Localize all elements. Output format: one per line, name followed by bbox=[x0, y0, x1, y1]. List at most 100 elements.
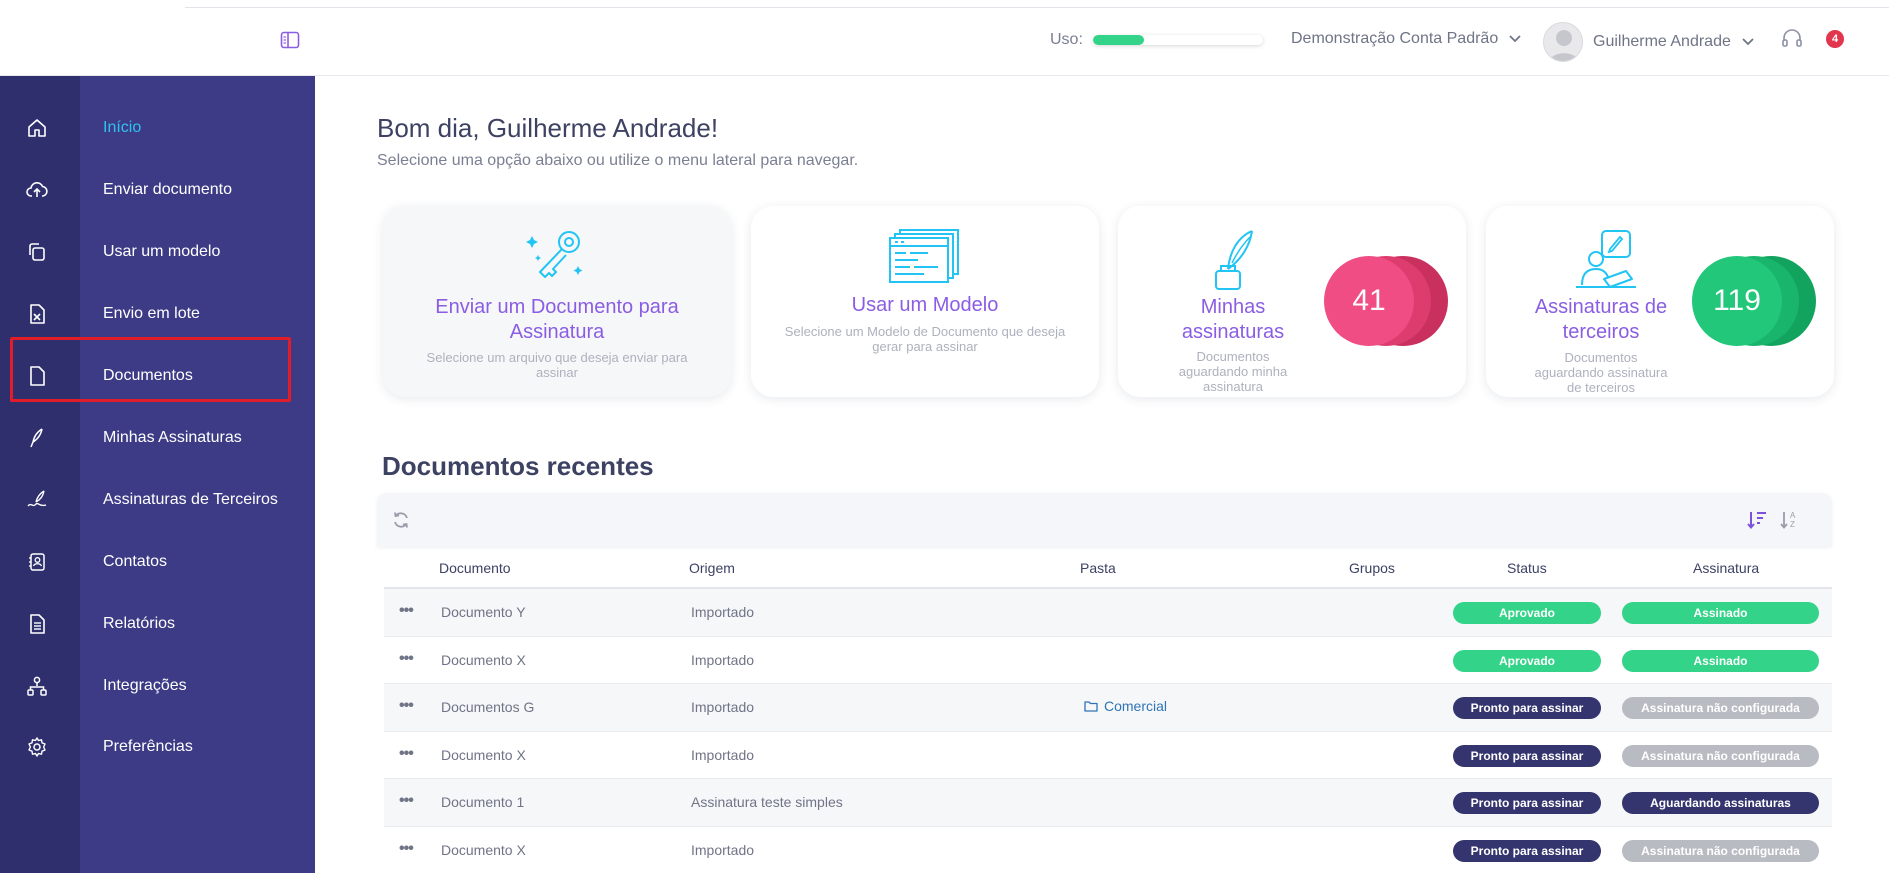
cloud-upload-icon bbox=[26, 182, 48, 197]
refresh-icon[interactable] bbox=[392, 511, 410, 529]
row-actions-icon[interactable]: ••• bbox=[399, 744, 414, 762]
chevron-down-icon bbox=[1742, 38, 1754, 46]
card-description: Documentos aguardando minha assinatura bbox=[1178, 349, 1288, 394]
chevron-down-icon bbox=[1509, 35, 1521, 43]
user-name: Guilherme Andrade bbox=[1593, 33, 1731, 50]
column-header-status[interactable]: Status bbox=[1507, 560, 1547, 576]
home-icon bbox=[28, 119, 46, 137]
document-origin: Importado bbox=[691, 651, 755, 668]
row-actions-icon[interactable]: ••• bbox=[399, 697, 414, 714]
support-headset-icon[interactable] bbox=[1780, 27, 1804, 51]
table-toolbar: A Z bbox=[377, 493, 1832, 547]
sidebar-item-minhas-assinaturas[interactable]: Minhas Assinaturas bbox=[0, 416, 315, 460]
folder-name: Comercial bbox=[1104, 698, 1168, 714]
user-silhouette-icon bbox=[1549, 30, 1579, 61]
contacts-icon bbox=[29, 553, 45, 571]
document-name[interactable]: Documento X bbox=[441, 841, 526, 858]
sort-descending-icon[interactable] bbox=[1747, 510, 1767, 530]
table-row[interactable]: ••• Documentos G Importado Comercial Pro… bbox=[384, 684, 1832, 732]
recent-documents-title: Documentos recentes bbox=[382, 451, 654, 481]
sidebar-item-label: Assinaturas de Terceiros bbox=[103, 491, 278, 508]
sidebar-collapse-icon[interactable] bbox=[280, 31, 300, 49]
column-header-origem[interactable]: Origem bbox=[689, 560, 735, 576]
sidebar-item-label: Minhas Assinaturas bbox=[103, 429, 242, 446]
sidebar-item-inicio[interactable]: Início bbox=[0, 106, 315, 150]
signature-badge: Aguardando assinaturas bbox=[1622, 792, 1819, 814]
document-name[interactable]: Documentos G bbox=[441, 699, 535, 715]
card-description: Documentos aguardando assinatura de terc… bbox=[1534, 350, 1668, 395]
status-badge: Aprovado bbox=[1453, 649, 1601, 672]
sort-alpha-icon[interactable]: A Z bbox=[1780, 510, 1800, 530]
column-header-assinatura[interactable]: Assinatura bbox=[1693, 560, 1760, 576]
card-assinaturas-terceiros[interactable]: Assinaturas de terceiros Documentos agua… bbox=[1486, 206, 1834, 397]
table-row[interactable]: ••• Documento X Importado Aprovado Assin… bbox=[384, 637, 1832, 684]
pen-icon bbox=[30, 428, 43, 448]
sidebar-item-label: Contatos bbox=[103, 553, 168, 570]
account-label: Demonstração Conta Padrão bbox=[1291, 30, 1499, 47]
integrations-icon bbox=[27, 676, 47, 696]
card-title: Usar um Modelo bbox=[851, 294, 999, 316]
document-origin: Importado bbox=[691, 604, 755, 620]
signature-badge: Assinatura não configurada bbox=[1622, 697, 1819, 719]
document-origin: Assinatura teste simples bbox=[691, 794, 843, 810]
top-divider bbox=[185, 7, 1889, 8]
column-header-pasta[interactable]: Pasta bbox=[1080, 560, 1116, 576]
row-actions-icon[interactable]: ••• bbox=[399, 649, 414, 667]
status-badge: Pronto para assinar bbox=[1453, 697, 1601, 719]
column-header-grupos[interactable]: Grupos bbox=[1349, 560, 1395, 576]
sidebar-item-label: Início bbox=[103, 119, 142, 136]
signature-badge: Assinatura não configurada bbox=[1622, 744, 1819, 767]
folder-link[interactable]: Comercial bbox=[1084, 698, 1167, 714]
sidebar-item-label: Usar um modelo bbox=[103, 243, 221, 260]
document-origin: Importado bbox=[691, 746, 755, 763]
row-actions-icon[interactable]: ••• bbox=[399, 602, 414, 619]
sidebar-item-integracoes[interactable]: Integrações bbox=[0, 664, 315, 708]
sidebar-item-documentos[interactable]: Documentos bbox=[0, 354, 315, 398]
recent-documents-table: Documento Origem Pasta Grupos Status Ass… bbox=[384, 550, 1832, 873]
usage-meter: Uso: bbox=[1050, 31, 1263, 49]
sidebar-item-label: Integrações bbox=[103, 677, 187, 694]
sidebar-item-relatorios[interactable]: Relatórios bbox=[0, 602, 315, 646]
template-icon bbox=[29, 243, 45, 261]
signature-badge: Assinado bbox=[1622, 602, 1819, 624]
table-row[interactable]: ••• Documento 1 Assinatura teste simples… bbox=[384, 779, 1832, 827]
notification-badge[interactable]: 4 bbox=[1826, 30, 1844, 48]
table-row[interactable]: ••• Documento X Importado Pronto para as… bbox=[384, 732, 1832, 779]
row-actions-icon[interactable]: ••• bbox=[399, 792, 414, 809]
column-header-documento[interactable]: Documento bbox=[439, 560, 511, 576]
card-description: Selecione um arquivo que deseja enviar p… bbox=[426, 350, 688, 380]
sidebar-panel bbox=[80, 76, 315, 873]
signature-badge: Assinatura não configurada bbox=[1622, 839, 1819, 862]
document-icon bbox=[30, 366, 45, 386]
sidebar-item-enviar-documento[interactable]: Enviar documento bbox=[0, 168, 315, 212]
svg-text:Z: Z bbox=[1790, 520, 1795, 529]
sidebar-item-usar-um-modelo[interactable]: Usar um modelo bbox=[0, 230, 315, 274]
sidebar-item-label: Envio em lote bbox=[103, 305, 200, 322]
card-usar-modelo[interactable]: Usar um Modelo Selecione um Modelo de Do… bbox=[751, 206, 1099, 397]
sidebar-item-preferencias[interactable]: Preferências bbox=[0, 725, 315, 769]
document-name[interactable]: Documento X bbox=[441, 651, 526, 668]
document-name[interactable]: Documento Y bbox=[441, 604, 526, 620]
row-actions-icon[interactable]: ••• bbox=[399, 839, 414, 857]
status-badge: Pronto para assinar bbox=[1453, 839, 1601, 862]
card-title: Minhas assinaturas bbox=[1181, 296, 1285, 343]
card-title: Enviar um Documento para Assinatura bbox=[435, 296, 679, 343]
avatar bbox=[1543, 22, 1583, 62]
sidebar-item-assinaturas-de-terceiros[interactable]: Assinaturas de Terceiros bbox=[0, 478, 315, 522]
sidebar-item-envio-em-lote[interactable]: Envio em lote bbox=[0, 292, 315, 336]
account-dropdown[interactable]: Demonstração Conta Padrão bbox=[1291, 30, 1522, 48]
signature-badge: Assinado bbox=[1622, 649, 1819, 672]
key-icon bbox=[526, 231, 583, 278]
table-row[interactable]: ••• Documento X Importado Pronto para as… bbox=[384, 827, 1832, 873]
document-name[interactable]: Documento X bbox=[441, 746, 526, 763]
status-badge: Pronto para assinar bbox=[1453, 792, 1601, 814]
card-minhas-assinaturas[interactable]: Minhas assinaturas Documentos aguardando… bbox=[1118, 206, 1466, 397]
person-signing-icon bbox=[1576, 230, 1636, 288]
document-name[interactable]: Documento 1 bbox=[441, 794, 525, 810]
user-menu[interactable]: Guilherme Andrade bbox=[1543, 22, 1755, 62]
card-enviar-documento[interactable]: Enviar um Documento para Assinatura Sele… bbox=[383, 206, 731, 397]
table-row[interactable]: ••• Documento Y Importado Aprovado Assin… bbox=[384, 589, 1832, 637]
card-description: Selecione um Modelo de Documento que des… bbox=[784, 324, 1066, 354]
sidebar-item-contatos[interactable]: Contatos bbox=[0, 540, 315, 584]
document-origin: Importado bbox=[691, 841, 755, 858]
